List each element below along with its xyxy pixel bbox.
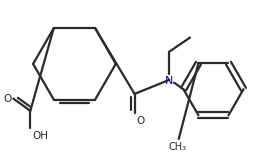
Text: N: N [165, 76, 173, 86]
Text: O: O [3, 94, 11, 104]
Text: O: O [136, 116, 145, 126]
Text: CH₃: CH₃ [169, 142, 187, 152]
Text: OH: OH [32, 131, 48, 141]
